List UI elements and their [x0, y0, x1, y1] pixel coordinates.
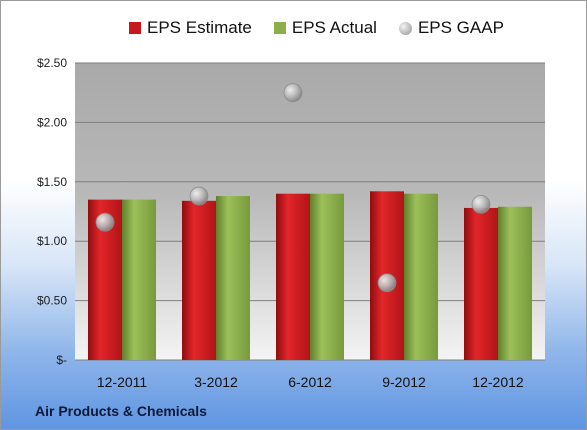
bar-eps-estimate	[464, 207, 498, 360]
bar-eps-actual	[310, 193, 344, 360]
bar-eps-estimate	[276, 193, 310, 360]
legend-item-eps-actual: EPS Actual	[273, 18, 377, 38]
gaap-points	[95, 83, 491, 293]
x-axis-ticks: 12-2011 3-2012 6-2012 9-2012 12-2012	[97, 374, 524, 390]
legend-marker-gaap	[398, 21, 412, 35]
bar-eps-estimate	[182, 200, 216, 360]
point-eps-gaap	[189, 186, 209, 206]
legend-swatch-actual	[273, 22, 286, 34]
y-axis-ticks: $- $0.50 $1.00 $1.50 $2.00 $2.50	[37, 56, 67, 367]
bar-eps-actual	[122, 199, 156, 360]
x-tick-label: 12-2012	[472, 374, 524, 390]
y-tick-label: $2.00	[37, 115, 67, 129]
x-tick-label: 6-2012	[288, 374, 332, 390]
point-eps-gaap	[471, 194, 491, 214]
y-tick-label: $2.50	[37, 56, 67, 70]
x-tick-label: 9-2012	[382, 374, 426, 390]
x-tick-label: 12-2011	[97, 374, 148, 390]
point-eps-gaap	[283, 83, 303, 103]
x-tick-label: 3-2012	[194, 374, 238, 390]
legend-label-estimate: EPS Estimate	[147, 18, 252, 37]
y-tick-label: $1.50	[37, 175, 67, 189]
legend-swatch-estimate	[129, 22, 141, 34]
bar-eps-actual	[404, 193, 438, 360]
legend-label-gaap: EPS GAAP	[417, 18, 504, 37]
legend-item-eps-gaap: EPS GAAP	[398, 18, 504, 38]
bars	[88, 191, 532, 360]
company-name: Air Products & Chemicals	[35, 403, 207, 419]
bar-eps-actual	[498, 206, 532, 360]
point-eps-gaap	[95, 212, 115, 232]
y-tick-label: $0.50	[37, 294, 67, 308]
point-eps-gaap	[377, 273, 397, 293]
legend-label-actual: EPS Actual	[291, 18, 377, 37]
y-tick-label: $1.00	[37, 234, 67, 248]
bar-eps-actual	[216, 196, 250, 360]
legend: EPS Estimate EPS Actual EPS GAAP	[129, 18, 526, 38]
legend-item-eps-estimate: EPS Estimate	[129, 18, 252, 38]
y-tick-label: $-	[56, 353, 67, 367]
